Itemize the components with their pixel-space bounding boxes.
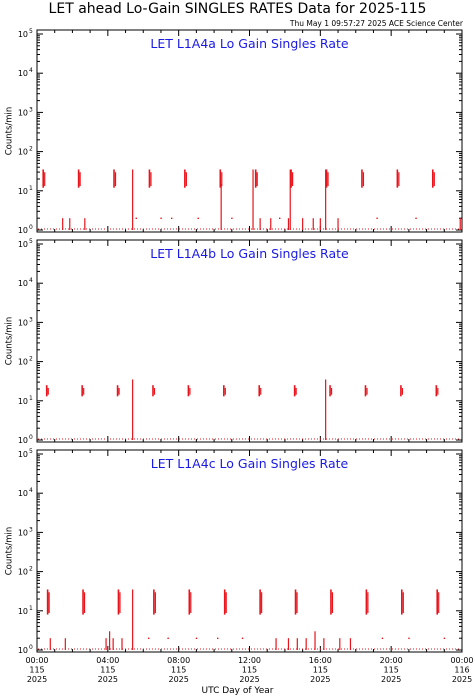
scatter-point [167, 637, 169, 639]
x-tick-label: 20:00 [380, 656, 403, 665]
scatter-point [415, 217, 417, 219]
x-tick-label: 115 [384, 666, 399, 675]
y-tick-label: 10 [18, 397, 28, 406]
x-tick-label: 115 [313, 666, 328, 675]
x-tick-label: 2025 [381, 675, 401, 684]
y-tick-label: 10 [18, 436, 28, 445]
y-axis-label: Counts/min [5, 317, 15, 366]
y-tick-label: 10 [18, 187, 28, 196]
y-tick-label: 10 [18, 646, 28, 655]
x-tick-label: 115 [100, 666, 115, 675]
scatter-point [195, 637, 198, 639]
y-tick-label: 10 [18, 240, 28, 249]
y-tick-exponent: 0 [29, 644, 33, 651]
y-tick-label: 10 [18, 30, 28, 39]
panel-title: LET L1A4a Lo Gain Singles Rate [150, 36, 348, 51]
scatter-point [217, 637, 219, 639]
x-tick-label: 2025 [98, 675, 118, 684]
y-tick-exponent: 3 [29, 316, 33, 323]
y-tick-exponent: 3 [29, 106, 33, 113]
panel-title: LET L1A4c Lo Gain Singles Rate [151, 456, 349, 471]
scatter-point [443, 637, 446, 639]
y-tick-exponent: 4 [29, 277, 33, 284]
y-tick-label: 10 [18, 607, 28, 616]
x-tick-label: 115 [242, 666, 257, 675]
y-tick-exponent: 4 [29, 487, 33, 494]
x-tick-label: 2025 [310, 675, 330, 684]
plot-frame [36, 29, 463, 233]
x-tick-label: 116 [454, 666, 469, 675]
plot-frame [36, 239, 463, 443]
scatter-point [241, 637, 244, 639]
x-tick-label: 00:00 [25, 656, 48, 665]
y-tick-label: 10 [18, 358, 28, 367]
y-tick-label: 10 [18, 279, 28, 288]
y-tick-exponent: 0 [29, 224, 33, 231]
y-tick-exponent: 1 [29, 395, 33, 402]
y-tick-exponent: 1 [29, 605, 33, 612]
y-tick-label: 10 [18, 528, 28, 537]
chart-main-title: LET ahead Lo-Gain SINGLES RATES Data for… [48, 1, 427, 17]
x-tick-label: 2025 [27, 675, 47, 684]
y-tick-exponent: 2 [29, 566, 33, 573]
y-tick-label: 10 [18, 148, 28, 157]
x-tick-label: 04:00 [96, 656, 119, 665]
scatter-point [147, 637, 150, 639]
generation-timestamp: Thu May 1 09:57:27 2025 ACE Science Cent… [289, 19, 463, 28]
y-axis-label: Counts/min [5, 527, 15, 576]
x-axis-label: UTC Day of Year [201, 686, 274, 696]
y-tick-label: 10 [18, 450, 28, 459]
y-tick-exponent: 0 [29, 434, 33, 441]
x-tick-label: 08:00 [167, 656, 190, 665]
scatter-point [135, 217, 137, 219]
x-tick-label: 00:00 [450, 656, 473, 665]
scatter-point [408, 637, 410, 639]
y-tick-exponent: 5 [29, 238, 33, 245]
scatter-point [279, 217, 281, 219]
y-tick-exponent: 2 [29, 146, 33, 153]
scatter-point [376, 217, 378, 219]
scatter-point [160, 217, 162, 219]
y-tick-label: 10 [18, 318, 28, 327]
y-tick-label: 10 [18, 226, 28, 235]
y-tick-exponent: 3 [29, 526, 33, 533]
y-tick-exponent: 1 [29, 185, 33, 192]
plot-frame [36, 449, 463, 653]
y-tick-label: 10 [18, 489, 28, 498]
x-tick-label: 2025 [239, 675, 259, 684]
y-tick-label: 10 [18, 568, 28, 577]
scatter-point [381, 637, 384, 639]
scatter-point [170, 217, 173, 219]
y-tick-label: 10 [18, 108, 28, 117]
x-tick-label: 2025 [168, 675, 188, 684]
x-tick-label: 16:00 [309, 656, 332, 665]
x-tick-label: 115 [29, 666, 44, 675]
y-tick-exponent: 5 [29, 448, 33, 455]
scatter-point [231, 217, 233, 219]
scatter-point [197, 217, 199, 219]
y-tick-label: 10 [18, 69, 28, 78]
x-tick-label: 12:00 [238, 656, 261, 665]
y-axis-label: Counts/min [5, 107, 15, 156]
y-tick-exponent: 4 [29, 67, 33, 74]
panel-title: LET L1A4b Lo Gain Singles Rate [150, 246, 349, 261]
x-tick-label: 115 [171, 666, 186, 675]
y-tick-exponent: 5 [29, 28, 33, 35]
y-tick-exponent: 2 [29, 356, 33, 363]
x-tick-label: 2025 [452, 675, 472, 684]
